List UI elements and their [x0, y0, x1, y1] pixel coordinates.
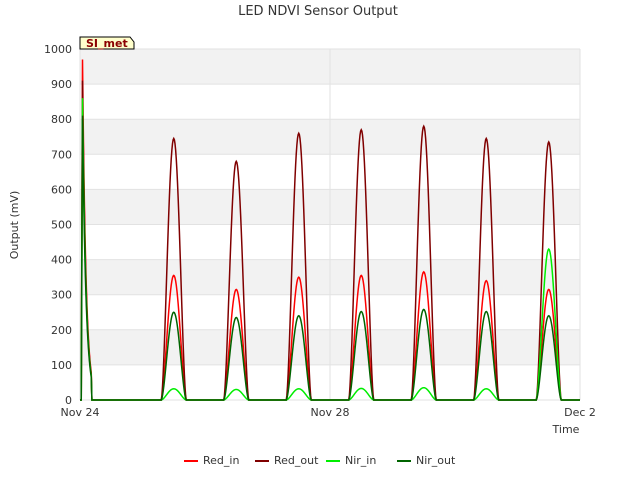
- vertical-grid-lines: [79, 49, 581, 400]
- x-tick-label: Nov 24: [61, 406, 100, 419]
- legend-label: Nir_in: [345, 454, 376, 467]
- series-lines: [80, 59, 580, 401]
- legend-label: Red_out: [274, 454, 319, 467]
- y-tick-label: 600: [51, 183, 72, 196]
- y-tick-label: 700: [51, 148, 72, 161]
- x-tick-label: Dec 2: [564, 406, 596, 419]
- y-tick-label: 100: [51, 359, 72, 372]
- chart-title: LED NDVI Sensor Output: [238, 4, 398, 19]
- legend-label: Nir_out: [416, 454, 456, 467]
- y-axis-ticks: 0 100 200 300 400 500 600 700 800 900 1000: [44, 43, 72, 407]
- legend-label: Red_in: [203, 454, 239, 467]
- legend: Red_in Red_out Nir_in Nir_out: [184, 454, 456, 467]
- y-tick-label: 300: [51, 289, 72, 302]
- x-tick-label: Nov 28: [311, 406, 350, 419]
- x-axis-ticks: Nov 24 Nov 28 Dec 2: [61, 406, 596, 419]
- x-axis-title: Time: [552, 423, 580, 436]
- y-axis-title: Output (mV): [8, 191, 21, 260]
- series-line-nir-out: [80, 115, 580, 401]
- y-tick-label: 800: [51, 113, 72, 126]
- site-badge: SI_met: [79, 36, 135, 50]
- y-tick-label: 400: [51, 254, 72, 267]
- y-tick-label: 1000: [44, 43, 72, 56]
- site-badge-label: SI_met: [86, 37, 128, 50]
- y-tick-label: 500: [51, 219, 72, 232]
- y-tick-label: 900: [51, 78, 72, 91]
- site-badge-shape: [79, 36, 135, 50]
- y-tick-label: 0: [65, 394, 72, 407]
- y-tick-label: 200: [51, 324, 72, 337]
